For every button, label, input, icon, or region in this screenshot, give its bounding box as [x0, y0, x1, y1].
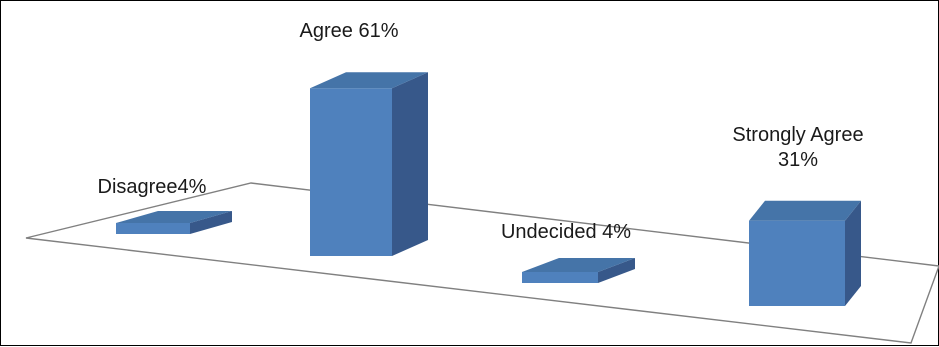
bar-front-disagree	[116, 223, 190, 234]
bar-undecided	[522, 258, 635, 283]
bar-front-agree	[310, 88, 392, 256]
bar-disagree	[116, 211, 232, 234]
bar-agree	[310, 72, 428, 256]
data-label-undecided: Undecided 4%	[501, 221, 631, 243]
bar-side-strongly-agree	[845, 200, 861, 306]
bar-side-agree	[392, 72, 428, 256]
bar-front-undecided	[522, 272, 598, 283]
bar-top-disagree	[116, 211, 232, 223]
bar-side-undecided	[598, 258, 635, 283]
bar-side-disagree	[190, 211, 232, 234]
bar-top-strongly-agree	[749, 200, 861, 221]
bar-top-agree	[310, 72, 428, 89]
data-label-agree: Agree 61%	[300, 20, 399, 42]
chart-floor	[25, 182, 939, 344]
data-label-strongly-agree: Strongly Agree 31%	[732, 124, 863, 171]
data-label-disagree: Disagree4%	[98, 176, 207, 198]
bar-front-strongly-agree	[749, 220, 845, 306]
bar-top-undecided	[522, 258, 635, 272]
bar-strongly-agree	[749, 200, 861, 306]
